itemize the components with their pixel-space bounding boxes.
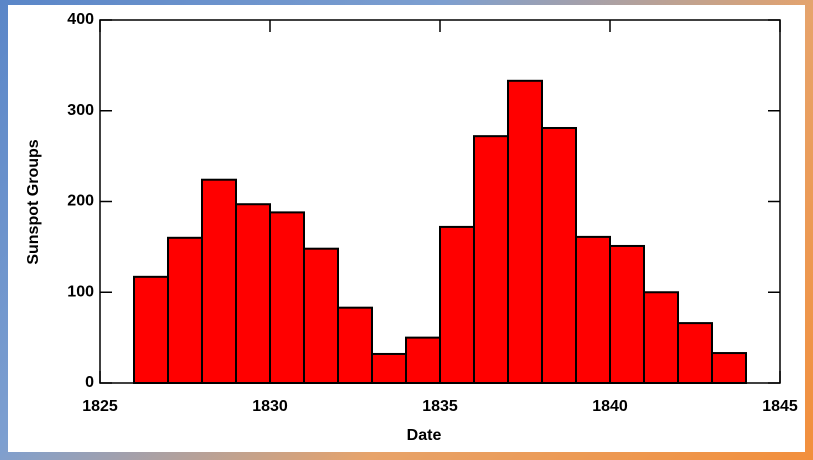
y-tick-label: 100	[67, 283, 94, 300]
x-axis-label: Date	[407, 427, 442, 444]
bar	[337, 306, 373, 384]
y-tick-label: 200	[67, 193, 94, 210]
x-tick-label: 1830	[252, 398, 288, 415]
x-tick-label: 1840	[592, 398, 628, 415]
x-tick-label: 1845	[762, 398, 798, 415]
bar	[371, 352, 407, 384]
bar	[541, 126, 577, 385]
bar	[677, 322, 713, 385]
y-axis-label: Sunspot Groups	[25, 139, 42, 264]
bar	[269, 211, 305, 384]
bar	[575, 235, 611, 384]
y-tick-label: 300	[67, 102, 94, 119]
x-tick-label: 1825	[82, 398, 118, 415]
bar	[167, 236, 203, 384]
bar	[405, 336, 441, 384]
y-tick-label: 400	[67, 11, 94, 28]
x-tick-label: 1835	[422, 398, 458, 415]
bar	[507, 79, 543, 385]
bar	[711, 352, 747, 384]
bar	[473, 135, 509, 384]
bar	[235, 203, 271, 384]
bar	[439, 225, 475, 384]
bar	[133, 275, 169, 385]
bar	[303, 247, 339, 384]
bar	[201, 178, 237, 384]
bar	[643, 291, 679, 384]
bar	[609, 244, 645, 384]
y-tick-label: 0	[85, 374, 94, 391]
